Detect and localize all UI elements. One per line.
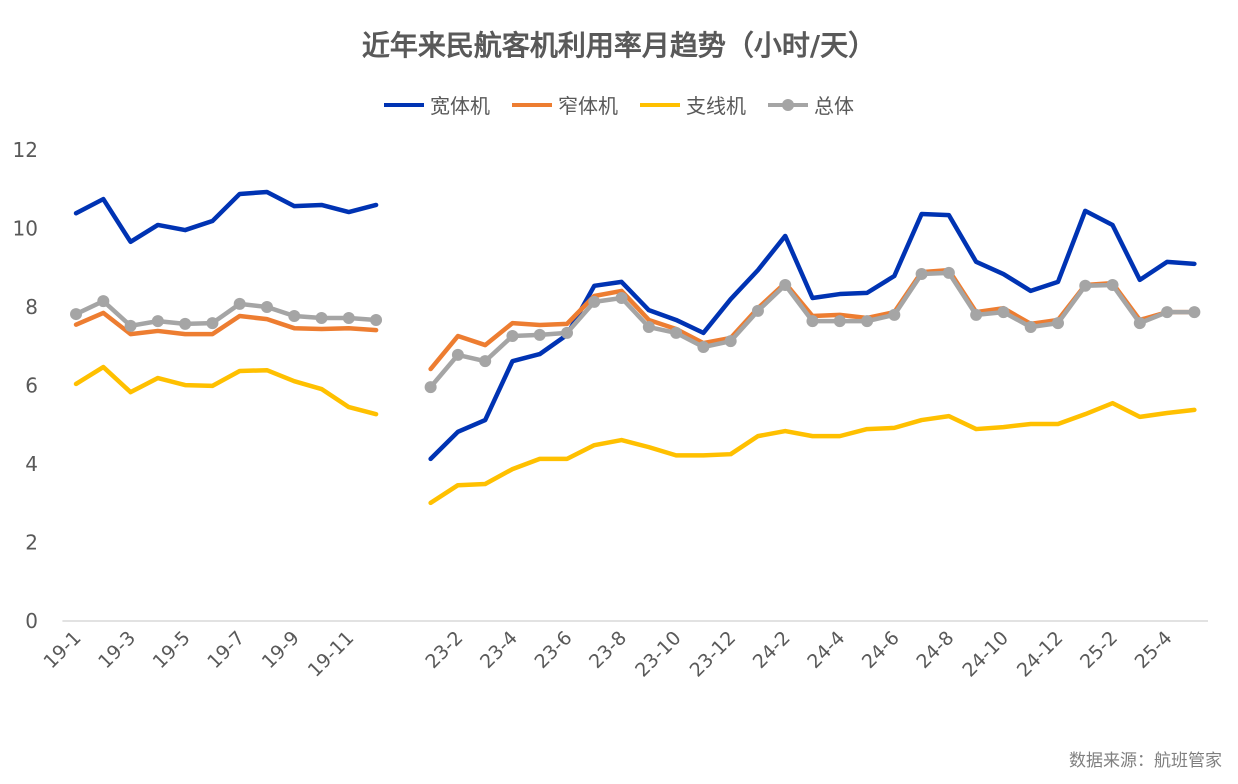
data-point bbox=[288, 310, 301, 323]
series-line-2 bbox=[428, 400, 1197, 506]
data-point bbox=[451, 348, 464, 361]
x-tick-label: 25-2 bbox=[1076, 627, 1122, 673]
data-point bbox=[97, 295, 110, 308]
data-point bbox=[861, 315, 874, 328]
data-point bbox=[151, 315, 164, 328]
x-tick-label: 24-4 bbox=[803, 627, 849, 673]
data-point bbox=[561, 326, 574, 339]
series-line-3 bbox=[428, 270, 1197, 390]
x-tick-label: 19-7 bbox=[203, 627, 249, 673]
series-line-0 bbox=[73, 189, 379, 245]
x-tick-label: 24-2 bbox=[749, 627, 795, 673]
data-point bbox=[588, 295, 601, 308]
data-point bbox=[1133, 317, 1146, 330]
legend-swatch bbox=[512, 102, 552, 107]
data-point bbox=[751, 304, 764, 317]
data-point bbox=[670, 326, 683, 339]
data-point bbox=[1079, 279, 1092, 292]
data-point bbox=[779, 279, 792, 292]
x-tick-label: 19-11 bbox=[304, 627, 359, 682]
x-tick-label: 23-2 bbox=[421, 627, 467, 673]
legend-item-regional: 支线机 bbox=[640, 90, 746, 119]
legend-label: 支线机 bbox=[686, 94, 746, 118]
legend-label: 宽体机 bbox=[430, 94, 490, 118]
legend-swatch bbox=[384, 102, 424, 107]
data-point bbox=[70, 308, 83, 321]
x-tick-label: 19-9 bbox=[258, 627, 304, 673]
data-point bbox=[370, 313, 383, 326]
x-tick-label: 24-12 bbox=[1013, 627, 1068, 682]
chart-title: 近年来民航客机利用率月趋势（小时/天） bbox=[361, 29, 877, 62]
y-tick-label: 2 bbox=[25, 531, 38, 555]
x-tick-label: 24-8 bbox=[912, 627, 958, 673]
data-point bbox=[1051, 317, 1064, 330]
y-tick-label: 0 bbox=[25, 609, 38, 633]
data-point bbox=[697, 341, 710, 354]
legend: 宽体机 窄体机 支线机 总体 bbox=[0, 90, 1238, 119]
x-tick-label: 23-12 bbox=[686, 627, 741, 682]
data-point bbox=[533, 328, 546, 341]
data-point bbox=[1188, 306, 1201, 319]
y-tick-label: 12 bbox=[13, 138, 38, 162]
data-point bbox=[179, 317, 192, 330]
data-point bbox=[1024, 321, 1037, 334]
x-tick-label: 19-1 bbox=[40, 627, 86, 673]
legend-marker bbox=[782, 98, 794, 111]
y-tick-label: 4 bbox=[25, 452, 38, 476]
x-tick-label: 23-10 bbox=[631, 627, 686, 682]
legend-item-wide: 宽体机 bbox=[384, 90, 490, 119]
x-tick-label: 25-4 bbox=[1131, 627, 1177, 673]
data-point bbox=[833, 315, 846, 328]
x-tick-label: 23-8 bbox=[585, 627, 631, 673]
data-point bbox=[997, 306, 1010, 319]
data-point bbox=[124, 319, 137, 332]
data-point bbox=[479, 355, 492, 368]
legend-item-narrow: 窄体机 bbox=[512, 90, 618, 119]
data-point bbox=[970, 308, 983, 321]
data-point bbox=[506, 330, 519, 343]
series-line-0 bbox=[428, 208, 1197, 462]
legend-label: 总体 bbox=[814, 94, 854, 118]
y-tick-label: 6 bbox=[25, 374, 38, 398]
legend-label: 窄体机 bbox=[558, 94, 618, 118]
source-note: 数据来源：航班管家 bbox=[1069, 751, 1222, 771]
y-tick-label: 8 bbox=[25, 295, 38, 319]
data-point bbox=[806, 315, 819, 328]
x-tick-label: 24-10 bbox=[958, 627, 1013, 682]
series-line-3 bbox=[73, 298, 379, 329]
data-point bbox=[1106, 279, 1119, 292]
data-point bbox=[424, 381, 437, 394]
data-point bbox=[342, 311, 355, 324]
x-tick-label: 19-5 bbox=[149, 627, 195, 673]
data-point bbox=[615, 291, 628, 304]
x-tick-label: 19-3 bbox=[94, 627, 140, 673]
legend-swatch bbox=[768, 98, 808, 111]
series-line-2 bbox=[73, 364, 379, 417]
data-point bbox=[915, 268, 928, 281]
data-point bbox=[642, 321, 655, 334]
y-tick-label: 10 bbox=[13, 217, 38, 241]
legend-swatch bbox=[640, 102, 680, 107]
data-point bbox=[888, 308, 901, 321]
x-tick-label: 23-4 bbox=[476, 627, 522, 673]
data-point bbox=[233, 297, 246, 310]
data-point bbox=[315, 311, 328, 324]
data-point bbox=[942, 266, 955, 279]
x-tick-label: 24-6 bbox=[858, 627, 904, 673]
data-point bbox=[206, 317, 219, 330]
x-tick-label: 23-6 bbox=[530, 627, 576, 673]
legend-item-total: 总体 bbox=[768, 90, 854, 119]
series-line-1 bbox=[73, 310, 379, 337]
data-point bbox=[1161, 306, 1174, 319]
data-point bbox=[260, 301, 273, 313]
data-point bbox=[724, 335, 737, 348]
